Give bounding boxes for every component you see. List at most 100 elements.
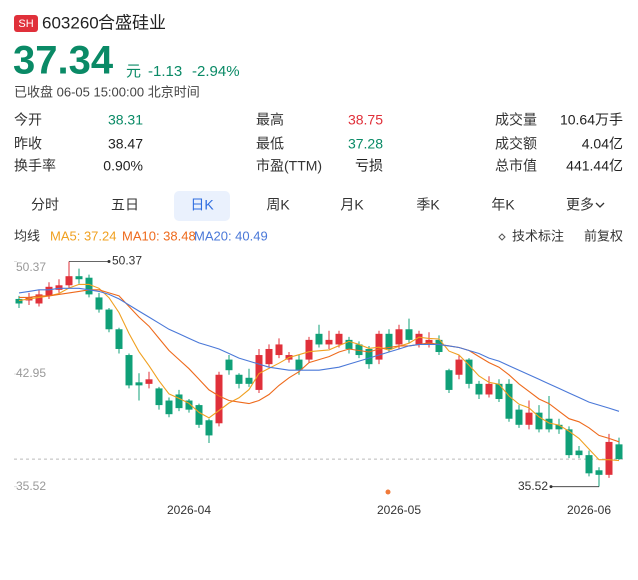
candle-body [335,333,343,345]
candle-body [525,412,533,425]
candle-body [175,394,183,409]
stat-value: 0.90% [103,158,143,174]
ma-legend-item: MA10: 38.48 [122,228,196,243]
candle-body [435,339,443,353]
candle-body [605,441,613,475]
candle-body [575,450,583,456]
candle-body [385,333,393,349]
candle-body [565,429,573,456]
candle-body [35,294,43,304]
candle-body [315,333,323,345]
stat-value: 4.04亿 [582,136,623,152]
candle-body [595,470,603,475]
tab[interactable]: 季K [416,197,440,213]
stat-label: 换手率 [14,158,56,174]
candle-body [105,309,113,330]
candle-body [65,276,73,286]
candle-body [55,285,63,290]
candle-body [195,405,203,425]
candle-body [95,297,103,310]
candle-body [415,333,423,345]
stat-value: 441.44亿 [566,158,623,174]
candle-body [15,298,23,304]
tab[interactable]: 月K [340,197,364,213]
candle-body [125,355,133,386]
tab[interactable]: 年K [491,197,515,213]
candle-body [325,339,333,345]
candle-body [555,424,563,430]
candle-body [495,383,503,400]
stat-label: 市盈(TTM) [256,158,322,174]
x-tick-label: 2026-04 [167,503,211,517]
tool[interactable]: 前复权 [584,228,623,243]
candle-body [505,383,513,419]
candle-body [145,379,153,384]
status: 已收盘 06-05 15:00:00 北京时间 [14,84,200,99]
stat-value: 亏损 [355,158,383,174]
stock-name: 合盛硅业 [98,13,166,32]
low-marker-dot [549,485,553,489]
candle-body [345,339,353,349]
candle-body [235,374,243,384]
y-tick-label: 35.52 [16,479,46,493]
tab[interactable]: 五日 [111,197,139,213]
stat-value: 38.31 [108,112,143,128]
stat-label: 最低 [256,136,284,152]
candle-body [185,400,193,410]
market: SH [18,18,33,30]
candle-body [615,444,623,460]
tab[interactable]: 周K [266,197,290,213]
stat-label: 今开 [14,112,42,128]
tab[interactable]: 更多 [566,197,594,213]
stock-code: 603260 [42,13,99,32]
candle-body [405,329,413,340]
ma-line [18,287,620,412]
candle-body [545,418,553,430]
candle-body [245,377,253,384]
candle-body [155,388,163,406]
candle-body [515,409,523,425]
ma-line [19,289,620,443]
tool-icon [498,233,506,241]
candle-body [585,455,593,474]
market-badge [14,15,38,32]
y-tick-label: 42.95 [16,366,46,380]
x-tick-label: 2026-06 [567,503,611,517]
candle-body [305,339,313,360]
change: -1.13 [148,63,182,80]
candle-body [365,348,373,365]
ma-title: 均线 [14,228,40,243]
candle-body [215,374,223,424]
stat-value: 10.64万手 [560,112,623,128]
stat-label: 总市值 [495,158,537,174]
candle-body [355,344,363,356]
more-chevron [595,202,605,208]
candle-body [475,383,483,395]
tab[interactable]: 日K [190,197,214,213]
stat-value: 38.75 [348,112,383,128]
candle-body [115,329,123,349]
candle-body [445,370,453,390]
candle-body [135,382,143,386]
y-tick-label: 50.37 [16,260,46,274]
candle-body [85,277,93,295]
stat-label: 昨收 [14,136,42,152]
candle-body [395,329,403,345]
candle-body [255,355,263,390]
candle-body [265,348,273,365]
stat-label: 最高 [256,112,284,128]
candle-body [45,286,53,296]
candle-body [485,383,493,395]
ma-legend-item: MA20: 40.49 [194,228,268,243]
tool[interactable]: 技术标注 [512,228,564,243]
candle-body [425,339,433,345]
event-dot [385,489,391,495]
ma-legend-item: MA5: 37.24 [50,228,117,243]
candle-body [205,420,213,436]
ma-line [18,283,620,462]
tab-selected-bg [174,191,230,221]
tab[interactable]: 分时 [31,197,59,213]
candle-body [75,276,83,280]
